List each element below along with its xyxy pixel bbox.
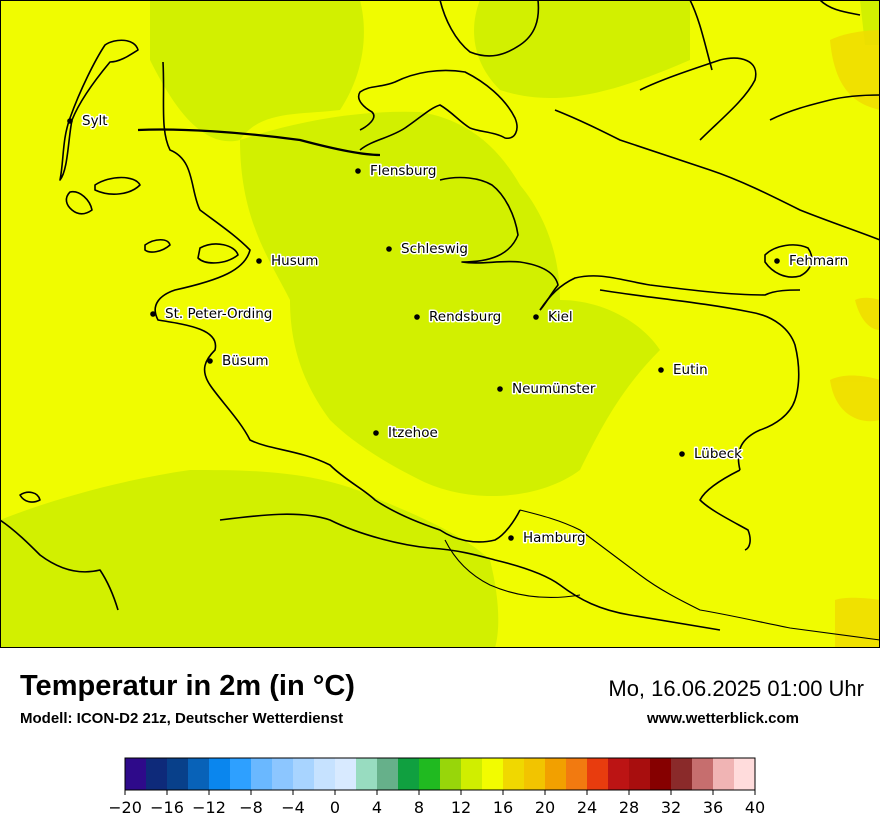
legend-cell xyxy=(734,758,756,790)
city-markers: Sylt Flensburg Schleswig Husum Fehmarn S… xyxy=(67,112,850,548)
color-scale-legend: −20 −16 −12 −8 −4 0 4 8 12 16 20 24 28 32 36 40 xyxy=(110,757,765,817)
legend-tick-label: 24 xyxy=(577,798,597,817)
chart-title: Temperatur in 2m (in °C) xyxy=(20,670,355,702)
city-label-buesum: Büsum xyxy=(222,353,269,369)
city-label-flensburg: Flensburg xyxy=(370,163,436,179)
legend-cell xyxy=(482,758,504,790)
legend-cell xyxy=(545,758,567,790)
city-eutin: Eutin xyxy=(658,361,709,380)
city-luebeck: Lübeck xyxy=(679,445,744,464)
city-label-schleswig: Schleswig xyxy=(401,241,468,257)
legend-cell xyxy=(335,758,357,790)
legend-cell xyxy=(503,758,525,790)
legend-cell xyxy=(566,758,588,790)
city-label-neumuenster: Neumünster xyxy=(512,381,596,397)
city-buesum: Büsum xyxy=(207,352,270,371)
website-link[interactable]: www.wetterblick.com xyxy=(647,710,799,727)
legend-cell xyxy=(524,758,546,790)
legend-tick-label: −4 xyxy=(281,798,305,817)
legend-tick-label: 20 xyxy=(535,798,555,817)
legend-cell xyxy=(209,758,231,790)
legend-tick-label: −12 xyxy=(192,798,226,817)
legend-cell xyxy=(440,758,462,790)
legend-tick-label: −8 xyxy=(239,798,263,817)
legend-cell xyxy=(188,758,210,790)
legend-border xyxy=(124,757,756,791)
legend-cell xyxy=(713,758,735,790)
legend-tick-label: 40 xyxy=(745,798,765,817)
city-label-eutin: Eutin xyxy=(673,362,708,378)
legend-cell xyxy=(125,758,147,790)
legend-cell xyxy=(293,758,315,790)
legend-tick-label: 32 xyxy=(661,798,681,817)
valid-datetime: Mo, 16.06.2025 01:00 Uhr xyxy=(608,676,864,701)
legend-tick-label: 16 xyxy=(493,798,513,817)
city-label-kiel: Kiel xyxy=(548,309,573,325)
legend-cell xyxy=(398,758,420,790)
city-label-st-peter-ording: St. Peter-Ording xyxy=(165,306,272,322)
city-husum: Husum xyxy=(256,252,320,271)
legend-tick-labels: −20 −16 −12 −8 −4 0 4 8 12 16 20 24 28 32 36 40 xyxy=(110,790,765,817)
city-hamburg: Hamburg xyxy=(508,529,587,548)
legend-cell xyxy=(587,758,609,790)
city-label-luebeck: Lübeck xyxy=(694,446,742,462)
legend-tick-label: 0 xyxy=(330,798,340,817)
legend-cell xyxy=(377,758,399,790)
city-label-sylt: Sylt xyxy=(82,113,108,129)
legend-cell xyxy=(314,758,336,790)
legend-cell xyxy=(650,758,672,790)
legend-color-cells xyxy=(124,757,756,791)
city-sylt: Sylt xyxy=(67,112,109,131)
legend-tick-label: −16 xyxy=(150,798,184,817)
legend-tick-label: 4 xyxy=(372,798,382,817)
city-st-peter-ording: St. Peter-Ording xyxy=(150,305,274,324)
city-rendsburg: Rendsburg xyxy=(414,308,503,327)
temperature-field-14-16 xyxy=(0,0,880,648)
legend-cell xyxy=(608,758,630,790)
legend-cell xyxy=(272,758,294,790)
legend-cell xyxy=(167,758,189,790)
legend-tick-label: 12 xyxy=(451,798,471,817)
city-itzehoe: Itzehoe xyxy=(373,424,439,443)
temperature-field-18-20 xyxy=(830,30,880,648)
city-fehmarn: Fehmarn xyxy=(774,252,850,271)
city-label-hamburg: Hamburg xyxy=(523,530,586,546)
temperature-map: Sylt Flensburg Schleswig Husum Fehmarn S… xyxy=(0,0,880,648)
legend-tick-label: 36 xyxy=(703,798,723,817)
legend-cell xyxy=(692,758,714,790)
legend-cell xyxy=(230,758,252,790)
city-label-husum: Husum xyxy=(271,253,318,269)
legend-cell xyxy=(461,758,483,790)
city-kiel: Kiel xyxy=(533,308,574,327)
legend-cell xyxy=(251,758,273,790)
model-info: Modell: ICON-D2 21z, Deutscher Wetterdie… xyxy=(20,710,344,727)
legend-cell xyxy=(419,758,441,790)
city-flensburg: Flensburg xyxy=(355,162,438,181)
city-label-rendsburg: Rendsburg xyxy=(429,309,501,325)
city-neumuenster: Neumünster xyxy=(497,380,597,399)
legend-cell xyxy=(629,758,651,790)
city-label-fehmarn: Fehmarn xyxy=(789,253,848,269)
legend-tick-label: −20 xyxy=(110,798,142,817)
legend-tick-label: 28 xyxy=(619,798,639,817)
legend-cell xyxy=(146,758,168,790)
legend-cell xyxy=(356,758,378,790)
city-schleswig: Schleswig xyxy=(386,240,470,259)
legend-tick-label: 8 xyxy=(414,798,424,817)
city-label-itzehoe: Itzehoe xyxy=(388,425,438,441)
legend-cell xyxy=(671,758,693,790)
coastline xyxy=(0,0,880,641)
